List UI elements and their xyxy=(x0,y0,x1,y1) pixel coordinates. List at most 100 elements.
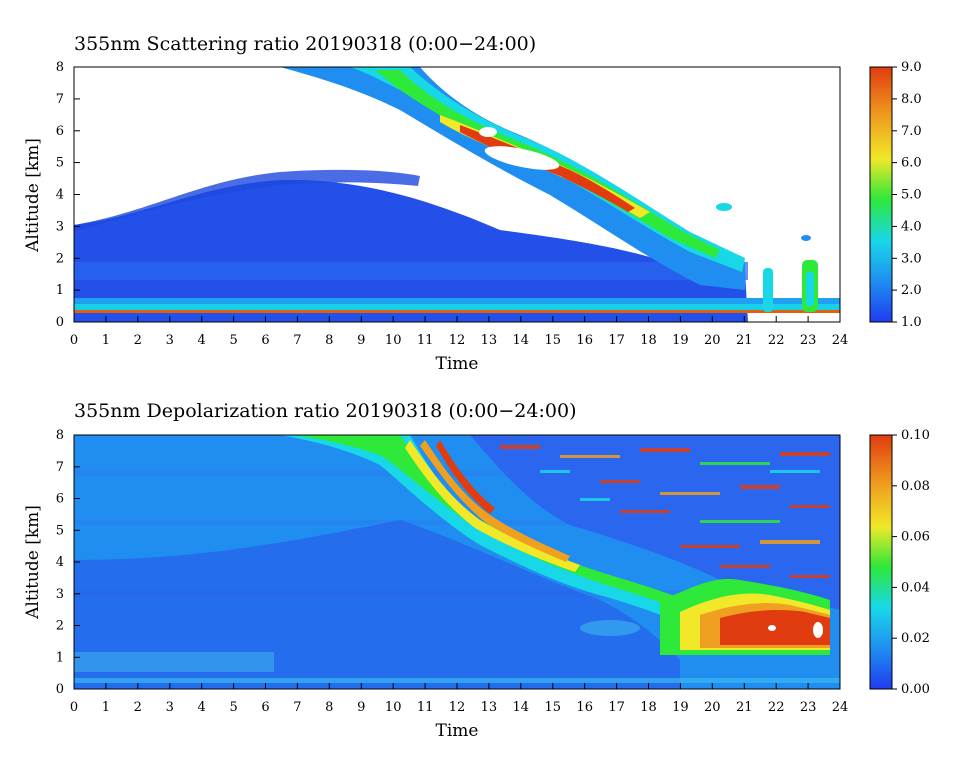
lower-blue-region xyxy=(74,520,680,689)
depolarization-ratio-panel: 355nm Depolarization ratio 20190318 (0:0… xyxy=(23,400,930,741)
y-tick-label: 6 xyxy=(56,492,64,507)
x-tick-label: 22 xyxy=(768,333,785,348)
colorbar-tick-label: 0.06 xyxy=(901,530,930,545)
x-tick-label: 11 xyxy=(417,700,434,715)
y-tick-label: 4 xyxy=(56,188,64,203)
x-tick-label: 10 xyxy=(385,333,402,348)
y-axis-label: Altitude [km] xyxy=(23,138,43,253)
isolated-cloud xyxy=(763,268,773,312)
x-tick-label: 0 xyxy=(70,700,78,715)
x-tick-label: 15 xyxy=(545,333,562,348)
colorbar-tick-label: 2.0 xyxy=(901,283,922,298)
x-axis: 0 1 2 3 4 5 6 7 8 9 10 11 12 13 14 15 16… xyxy=(70,316,848,348)
colorbar-tick-label: 4.0 xyxy=(901,219,922,234)
y-axis: 0 1 2 3 4 5 6 7 8 xyxy=(56,60,80,330)
y-tick-label: 4 xyxy=(56,555,64,570)
x-tick-label: 19 xyxy=(672,333,689,348)
x-tick-label: 6 xyxy=(261,700,269,715)
y-tick-label: 3 xyxy=(56,219,64,234)
x-tick-label: 1 xyxy=(102,333,110,348)
heatmap-plot-area xyxy=(74,435,840,689)
chart-title: 355nm Depolarization ratio 20190318 (0:0… xyxy=(74,400,576,422)
x-tick-label: 16 xyxy=(576,700,593,715)
colorbar-tick-label: 0.08 xyxy=(901,479,930,494)
y-tick-label: 3 xyxy=(56,587,64,602)
y-tick-label: 0 xyxy=(56,315,64,330)
y-tick-label: 5 xyxy=(56,156,64,171)
x-tick-label: 13 xyxy=(481,700,498,715)
x-tick-label: 0 xyxy=(70,333,78,348)
colorbar: 1.0 2.0 3.0 4.0 5.0 6.0 7.0 8.0 9.0 xyxy=(869,60,922,330)
colorbar-tick-label: 0.02 xyxy=(901,631,930,646)
x-tick-label: 3 xyxy=(166,333,174,348)
x-tick-label: 20 xyxy=(704,700,721,715)
x-tick-label: 17 xyxy=(608,700,625,715)
y-axis-label: Altitude [km] xyxy=(23,505,43,620)
y-tick-label: 2 xyxy=(56,619,64,634)
x-tick-label: 23 xyxy=(800,333,817,348)
x-tick-label: 2 xyxy=(134,333,142,348)
x-tick-label: 13 xyxy=(481,333,498,348)
heatmap-plot-area xyxy=(74,67,840,322)
x-tick-label: 8 xyxy=(325,333,333,348)
colorbar-tick-label: 0.10 xyxy=(901,428,930,443)
x-tick-label: 20 xyxy=(704,333,721,348)
x-tick-label: 9 xyxy=(357,700,365,715)
x-tick-label: 16 xyxy=(576,333,593,348)
y-tick-label: 1 xyxy=(56,283,64,298)
y-tick-label: 2 xyxy=(56,251,64,266)
y-tick-label: 6 xyxy=(56,124,64,139)
y-tick-label: 7 xyxy=(56,460,64,475)
boundary-layer-region xyxy=(74,179,748,322)
x-tick-label: 24 xyxy=(832,333,849,348)
x-tick-label: 12 xyxy=(449,333,466,348)
colorbar-tick-label: 5.0 xyxy=(901,188,922,203)
x-tick-label: 2 xyxy=(134,700,142,715)
x-tick-label: 21 xyxy=(736,700,753,715)
x-tick-label: 7 xyxy=(293,700,301,715)
x-tick-label: 15 xyxy=(545,700,562,715)
x-tick-label: 10 xyxy=(385,700,402,715)
x-tick-label: 1 xyxy=(102,700,110,715)
x-tick-label: 17 xyxy=(608,333,625,348)
colorbar-tick-label: 1.0 xyxy=(901,315,922,330)
y-tick-label: 8 xyxy=(56,60,64,75)
colorbar-tick-label: 9.0 xyxy=(901,60,922,75)
scattering-ratio-panel: 355nm Scattering ratio 20190318 (0:00−24… xyxy=(23,33,922,374)
x-tick-label: 5 xyxy=(229,333,237,348)
x-tick-label: 18 xyxy=(640,700,657,715)
colorbar-tick-label: 3.0 xyxy=(901,251,922,266)
colorbar-tick-label: 0.00 xyxy=(901,682,930,697)
x-tick-label: 11 xyxy=(417,333,434,348)
x-tick-label: 22 xyxy=(768,700,785,715)
x-tick-label: 23 xyxy=(800,700,817,715)
colorbar-tick-label: 7.0 xyxy=(901,124,922,139)
x-tick-label: 14 xyxy=(513,700,530,715)
colorbar-tick-label: 6.0 xyxy=(901,156,922,171)
y-axis: 0 1 2 3 4 5 6 7 8 xyxy=(56,428,80,697)
x-tick-label: 18 xyxy=(640,333,657,348)
descending-cloud xyxy=(280,67,745,290)
x-tick-label: 21 xyxy=(736,333,753,348)
x-tick-label: 9 xyxy=(357,333,365,348)
x-tick-label: 4 xyxy=(198,700,206,715)
y-tick-label: 5 xyxy=(56,523,64,538)
x-axis-label: Time xyxy=(436,354,479,374)
y-tick-label: 8 xyxy=(56,428,64,443)
x-tick-label: 5 xyxy=(229,700,237,715)
x-tick-label: 7 xyxy=(293,333,301,348)
x-tick-label: 14 xyxy=(513,333,530,348)
colorbar: 0.00 0.02 0.04 0.06 0.08 0.10 xyxy=(869,428,930,697)
chart-title: 355nm Scattering ratio 20190318 (0:00−24… xyxy=(74,33,536,55)
colorbar-tick-label: 8.0 xyxy=(901,92,922,107)
near-surface-layer xyxy=(74,298,840,306)
x-tick-label: 19 xyxy=(672,700,689,715)
y-tick-label: 1 xyxy=(56,650,64,665)
x-axis: 0 1 2 3 4 5 6 7 8 9 10 11 12 13 14 15 16… xyxy=(70,683,848,715)
colorbar-tick-label: 0.04 xyxy=(901,580,930,595)
y-tick-label: 0 xyxy=(56,682,64,697)
x-tick-label: 4 xyxy=(198,333,206,348)
x-tick-label: 6 xyxy=(261,333,269,348)
boundary-layer-fringe xyxy=(74,169,420,232)
